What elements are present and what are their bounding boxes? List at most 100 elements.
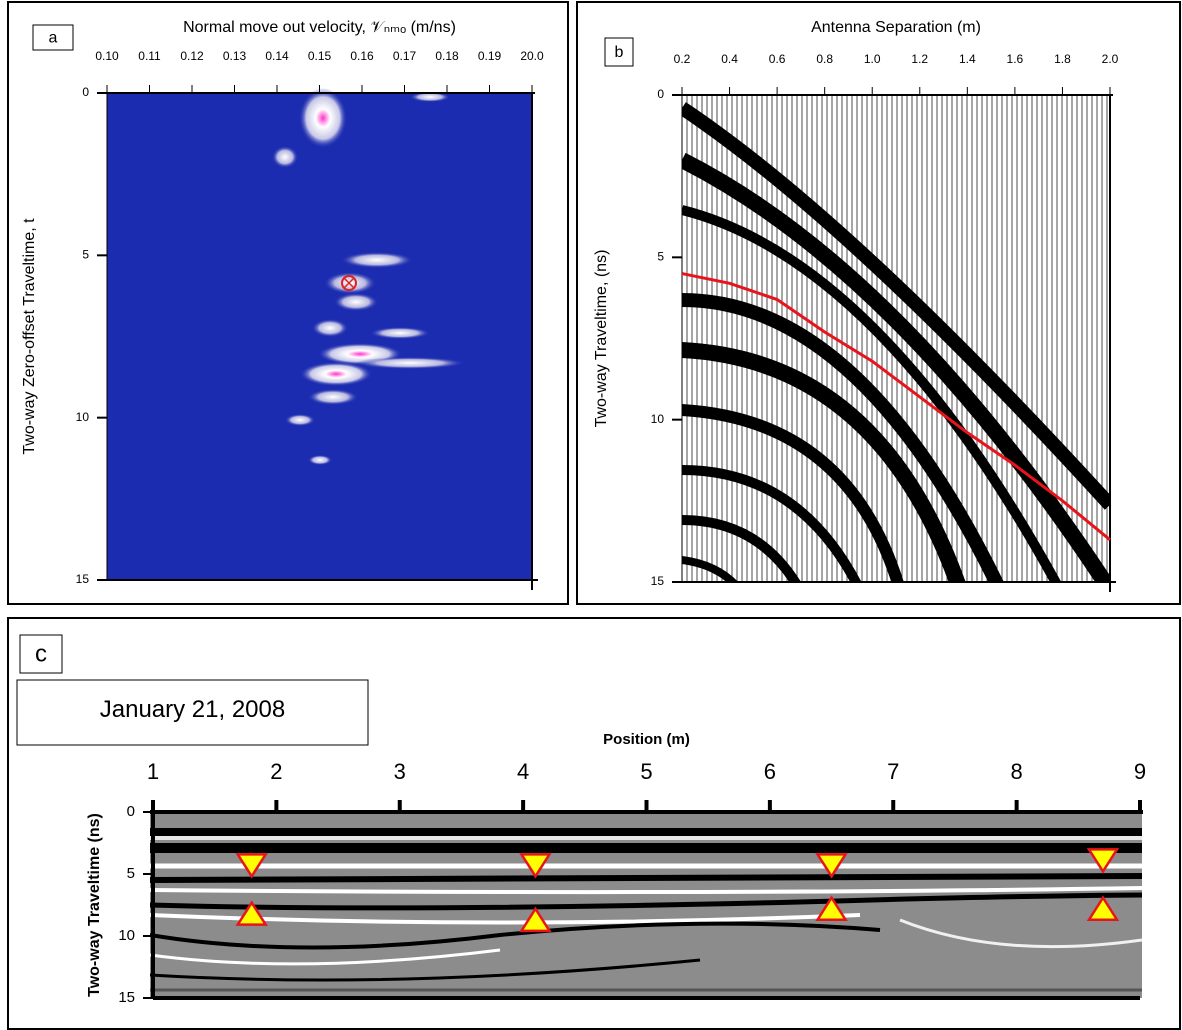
reflection-band: [682, 404, 904, 582]
heatmap-blob: [308, 389, 358, 405]
panel-label-box: [604, 37, 634, 67]
reflection-band: [682, 205, 1062, 582]
radargram-layers: [150, 828, 1142, 992]
heatmap-blob: [341, 252, 413, 268]
x-tick-label: 0.11: [138, 49, 161, 63]
heatmap-blob: [334, 293, 378, 311]
panel-label: c: [35, 640, 47, 667]
radargram-layer: [150, 948, 501, 966]
x-tick-label: 9: [1134, 759, 1146, 784]
panel-label-box: [19, 634, 63, 674]
heatmap-blob: [299, 88, 347, 148]
heatmap-blob: [410, 92, 450, 102]
heatmap-blob: [308, 455, 332, 465]
x-axis-title: Normal move out velocity, 𝒱ₙₘₒ (m/ns): [183, 19, 456, 36]
reflection-band: [682, 152, 1110, 582]
annotation-box: [16, 679, 369, 746]
panel-frame: [7, 617, 1181, 1030]
y-tick-label: 5: [657, 250, 664, 264]
heatmap-blob: [300, 362, 372, 386]
x-tick-label: 0.8: [816, 52, 833, 66]
x-tick-label: 5: [640, 759, 652, 784]
x-tick-label: 0.15: [308, 49, 332, 63]
wiggle-traces: [682, 95, 1110, 582]
y-axis-title: Two-way Traveltime, (ns): [593, 250, 610, 428]
x-tick-label: 1.4: [959, 52, 976, 66]
x-tick-label: 1.6: [1007, 52, 1024, 66]
radargram-layer: [150, 921, 881, 950]
x-tick-label: 0.6: [769, 52, 786, 66]
x-tick-label: 0.14: [265, 49, 289, 63]
horizon-marker: [815, 895, 848, 921]
reflection-band: [682, 293, 1004, 582]
x-tick-label: 0.10: [95, 49, 119, 63]
x-tick-label: 0.2: [674, 52, 691, 66]
y-tick-label: 15: [651, 574, 665, 588]
x-tick-label: 3: [394, 759, 406, 784]
x-tick-label: 0.16: [350, 49, 374, 63]
annotation: January 21, 2008: [100, 696, 285, 723]
x-tick-label: 1.8: [1054, 52, 1071, 66]
heatmap-blob: [272, 146, 298, 168]
panel-label: a: [49, 30, 58, 47]
y-axis-title: Two-way Traveltime (ns): [86, 813, 103, 997]
y-tick-label: 10: [76, 410, 90, 424]
x-tick-label: 7: [887, 759, 899, 784]
radargram-layer: [899, 918, 1142, 949]
reflection-band: [682, 515, 801, 582]
x-tick-label: 1: [147, 759, 159, 784]
panel-label-box: [32, 24, 74, 51]
y-tick-label: 0: [82, 85, 89, 99]
panel-frame: [576, 1, 1181, 605]
y-tick-label: 10: [651, 412, 665, 426]
panel-label: b: [615, 44, 624, 61]
pick-marker-cross: [343, 277, 355, 289]
radargram-layer: [150, 886, 1142, 895]
x-tick-label: 6: [764, 759, 776, 784]
heatmap-blob: [285, 414, 315, 426]
x-tick-label: 2: [270, 759, 282, 784]
picked-curve: [681, 272, 1111, 541]
horizon-marker: [519, 906, 552, 933]
radargram-layer: [150, 958, 701, 982]
x-tick-label: 0.13: [223, 49, 247, 63]
y-tick-label: 10: [118, 927, 135, 944]
y-axis-title: Two-way Zero-offset Traveltime, t: [21, 218, 38, 455]
panel-frame: [7, 1, 569, 605]
horizon-marker: [235, 900, 268, 926]
x-axis-title: Position (m): [603, 731, 690, 748]
x-axis-title: Antenna Separation (m): [811, 19, 981, 36]
horizon-marker: [1086, 848, 1120, 874]
x-tick-label: 0.4: [721, 52, 738, 66]
heatmap-blob: [370, 327, 430, 339]
y-tick-label: 5: [82, 248, 89, 262]
heatmap-blob: [312, 319, 348, 337]
heatmap-blob: [355, 357, 465, 369]
y-tick-label: 0: [127, 803, 135, 820]
x-tick-label: 4: [517, 759, 529, 784]
y-tick-label: 0: [657, 87, 664, 101]
horizon-marker: [1086, 895, 1120, 921]
horizon-marker: [519, 853, 552, 879]
x-tick-label: 2.0: [1102, 52, 1119, 66]
x-tick-label: 0.18: [435, 49, 459, 63]
heatmap-background: [107, 93, 532, 580]
x-tick-label: 1.0: [864, 52, 881, 66]
x-tick-label: 20.0: [520, 49, 544, 63]
y-tick-label: 15: [118, 989, 135, 1006]
x-tick-label: 0.19: [478, 49, 502, 63]
horizon-marker: [815, 853, 848, 879]
horizon-marker: [235, 853, 268, 879]
reflection-band: [682, 465, 862, 582]
radargram-layer: [150, 892, 1142, 911]
x-tick-label: 0.12: [180, 49, 204, 63]
reflection-band: [682, 342, 966, 582]
y-tick-label: 15: [76, 572, 90, 586]
radargram-layer: [150, 873, 1142, 883]
reflection-band: [682, 556, 739, 582]
x-tick-label: 1.2: [911, 52, 928, 66]
reflection-band: [682, 102, 1110, 510]
y-tick-label: 5: [127, 865, 135, 882]
pick-marker: [341, 275, 357, 291]
